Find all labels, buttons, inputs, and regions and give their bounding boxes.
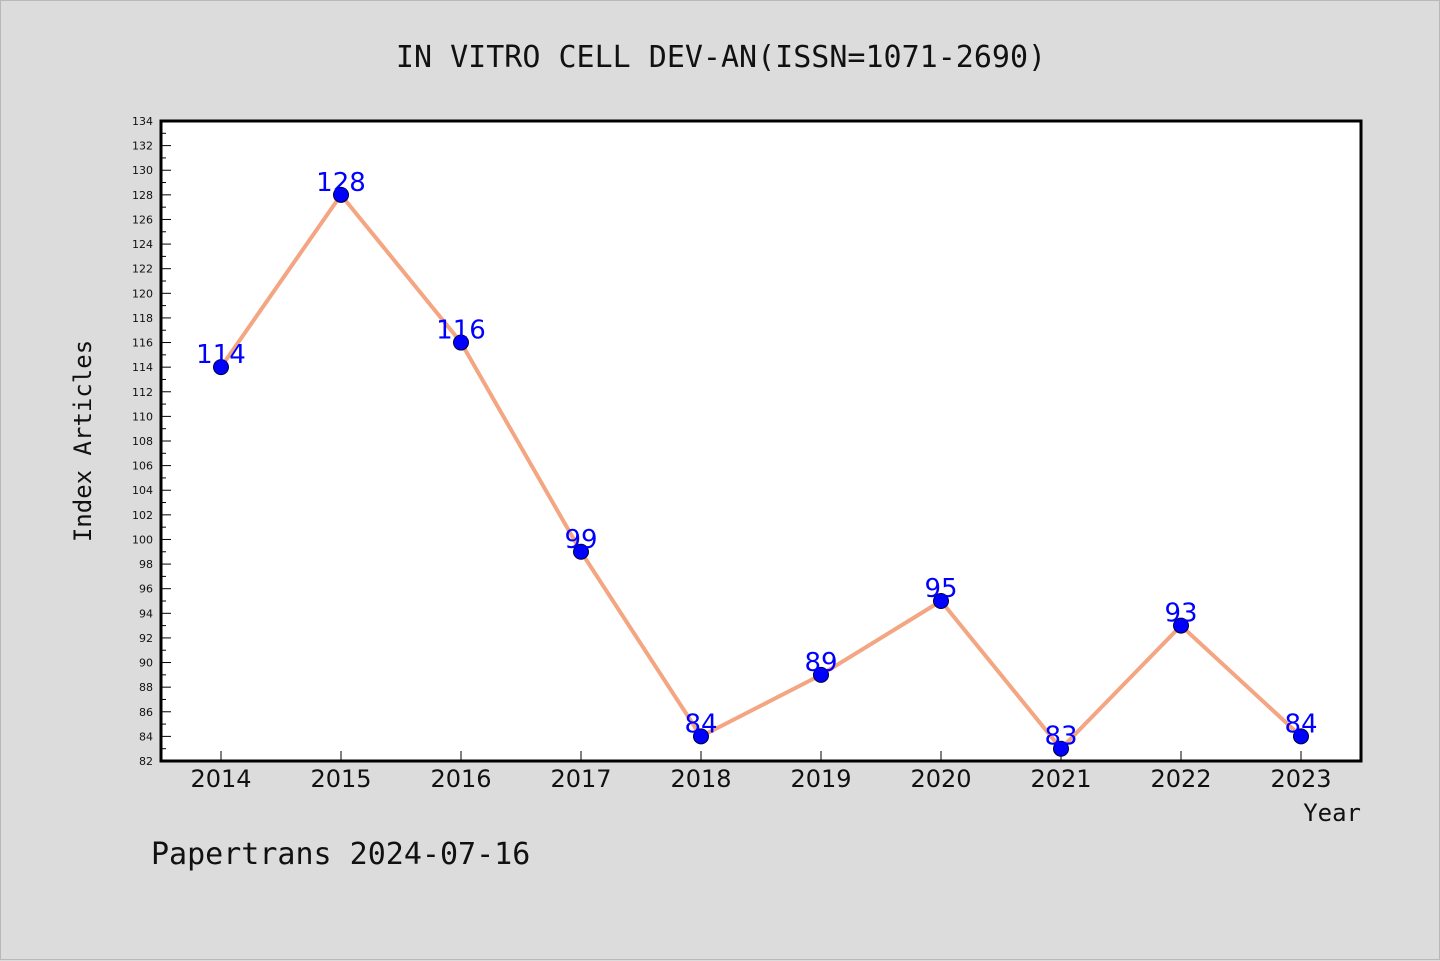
x-tick-label: 2014 — [190, 765, 251, 793]
y-tick-label: 118 — [132, 312, 153, 325]
y-tick-label: 124 — [132, 238, 153, 251]
series-line — [219, 192, 1303, 751]
data-point — [333, 186, 349, 203]
data-label: 99 — [564, 525, 597, 555]
data-label: 83 — [1044, 722, 1077, 752]
y-tick-label: 102 — [132, 509, 153, 522]
y-tick-label: 84 — [139, 730, 153, 743]
y-tick-label: 114 — [132, 361, 153, 374]
x-tick-label: 2019 — [790, 765, 851, 793]
data-label: 89 — [804, 648, 837, 678]
y-tick-label: 82 — [139, 755, 153, 768]
x-tick-label: 2022 — [1150, 765, 1211, 793]
y-tick-label: 86 — [139, 706, 153, 719]
data-point — [1053, 740, 1069, 757]
y-tick-label: 88 — [139, 681, 153, 694]
data-point — [693, 728, 709, 745]
y-tick-label: 90 — [139, 657, 153, 670]
y-tick-label: 128 — [132, 189, 153, 202]
x-tick-label: 2016 — [430, 765, 491, 793]
footer-text: Papertrans 2024-07-16 — [151, 837, 530, 872]
y-tick-label: 126 — [132, 213, 153, 226]
y-tick-label: 110 — [132, 410, 153, 423]
x-tick-label: 2021 — [1030, 765, 1091, 793]
plot-area — [159, 119, 1363, 763]
series-layer: 114 128 116 99 84 89 95 83 93 84 — [196, 168, 1318, 757]
y-tick-label: 94 — [139, 607, 153, 620]
data-label: 84 — [684, 709, 717, 739]
y-tick-label: 120 — [132, 287, 153, 300]
y-tick-label: 92 — [139, 632, 153, 645]
data-point — [1173, 617, 1189, 634]
data-point — [453, 334, 469, 351]
data-label: 95 — [924, 574, 957, 604]
x-axis-label: Year — [1303, 799, 1361, 827]
y-tick-label: 108 — [132, 435, 153, 448]
x-tick-label: 2020 — [910, 765, 971, 793]
x-axis: 2014 2015 2016 2017 2018 2019 2020 2021 2022 2023 — [190, 751, 1332, 793]
y-tick-label: 104 — [132, 484, 153, 497]
x-tick-label: 2017 — [550, 765, 611, 793]
y-tick-label: 100 — [132, 533, 153, 546]
x-tick-label: 2023 — [1270, 765, 1331, 793]
data-point — [213, 359, 229, 376]
chart-title: IN VITRO CELL DEV-AN(ISSN=1071-2690) — [396, 40, 1046, 75]
y-tick-label: 116 — [132, 337, 153, 350]
y-tick-label: 96 — [139, 583, 153, 596]
x-tick-label: 2018 — [670, 765, 731, 793]
y-tick-label: 132 — [132, 140, 153, 153]
y-tick-label: 112 — [132, 386, 153, 399]
y-axis: 82 84 86 88 90 92 94 96 98 100 102 104 106 108 110 112 1… — [132, 115, 171, 768]
y-tick-label: 122 — [132, 263, 153, 276]
data-label: 93 — [1164, 599, 1197, 629]
y-tick-label: 106 — [132, 460, 153, 473]
data-point — [1293, 728, 1309, 745]
data-label: 116 — [436, 316, 486, 346]
data-label: 84 — [1284, 709, 1317, 739]
y-tick-label: 98 — [139, 558, 153, 571]
data-point — [813, 666, 829, 683]
x-tick-label: 2015 — [310, 765, 371, 793]
data-point — [933, 593, 949, 609]
data-label: 128 — [316, 168, 366, 198]
y-tick-label: 134 — [132, 115, 153, 128]
y-axis-label: Index Articles — [69, 340, 97, 542]
y-tick-label: 130 — [132, 164, 153, 177]
data-point — [573, 543, 589, 560]
data-label: 114 — [196, 340, 246, 370]
